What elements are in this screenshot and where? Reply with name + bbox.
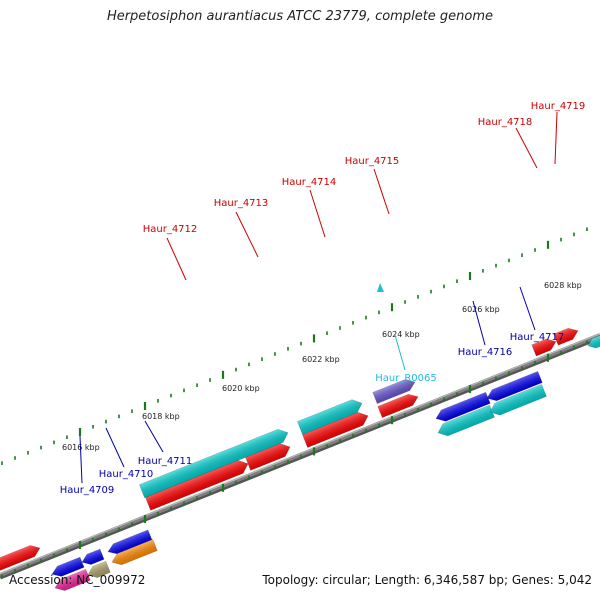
accession-text: Accession: NC_009972 — [9, 573, 146, 587]
haur-4712-label[interactable]: Haur_4712 — [143, 224, 198, 235]
haur-4719-label[interactable]: Haur_4719 — [531, 101, 586, 112]
haur-4714-leader — [309, 189, 326, 238]
gene-forward-unlabeled-b[interactable] — [377, 391, 420, 418]
gene-haur-4713[interactable] — [139, 426, 290, 499]
haur-4711-leader — [144, 420, 164, 453]
haur-4710-label[interactable]: Haur_4710 — [99, 469, 154, 480]
scale-tick-label: 6018 kbp — [142, 412, 180, 421]
haur-4715-label[interactable]: Haur_4715 — [345, 156, 400, 167]
gene-forward-unlabeled-left[interactable] — [0, 542, 42, 571]
scale-tick-label: 6026 kbp — [462, 305, 500, 314]
haur-4712-leader — [166, 237, 187, 281]
haur-4716-label[interactable]: Haur_4716 — [458, 347, 513, 358]
gene-reverse-blue-d[interactable] — [434, 391, 491, 424]
gene-haur-4719[interactable] — [553, 325, 580, 346]
gene-reverse-blue-b[interactable] — [80, 548, 105, 567]
gene-haur-4717[interactable] — [488, 383, 547, 418]
scale-tick-label: 6020 kbp — [222, 384, 260, 393]
scale-tick-label: 6022 kbp — [302, 355, 340, 364]
haur-4718-leader — [515, 127, 538, 169]
gene-haur-4715[interactable] — [372, 376, 417, 404]
rna-marker[interactable] — [377, 283, 384, 292]
haur-4710-leader — [105, 427, 125, 468]
gene-reverse-blue-a[interactable] — [50, 556, 85, 579]
backbone-highlight — [0, 333, 600, 575]
haur-4715-leader — [373, 168, 390, 215]
backbone — [0, 333, 600, 577]
haur-4716-leader — [472, 300, 486, 346]
haur-4711-label[interactable]: Haur_4711 — [138, 456, 193, 467]
haur-4714-label[interactable]: Haur_4714 — [282, 177, 337, 188]
haur-4717-label[interactable]: Haur_4717 — [510, 332, 565, 343]
gene-haur-4710[interactable] — [86, 560, 111, 580]
haur-4709-leader — [79, 435, 83, 484]
gene-haur-4718[interactable] — [531, 336, 558, 357]
haur-r0065-label[interactable]: Haur_R0065 — [375, 373, 437, 384]
gene-reverse-blue-e[interactable] — [485, 371, 543, 403]
gene-reverse-unlabeled-edge[interactable] — [586, 333, 600, 350]
map-title: Herpetosiphon aurantiacus ATCC 23779, co… — [106, 9, 494, 24]
haur-4719-leader — [554, 111, 558, 165]
haur-r0065-leader — [394, 334, 406, 371]
scale-tick-label: 6028 kbp — [544, 281, 582, 290]
genome-stats-text: Topology: circular; Length: 6,346,587 bp… — [262, 573, 592, 587]
haur-4709-label[interactable]: Haur_4709 — [60, 485, 115, 496]
haur-4717-leader — [519, 286, 536, 331]
gene-forward-unlabeled-c[interactable] — [297, 397, 364, 435]
scale-tick-label: 6024 kbp — [382, 330, 420, 339]
gene-haur-4711[interactable] — [110, 539, 158, 567]
gene-haur-4716[interactable] — [436, 404, 495, 439]
haur-4713-leader — [235, 211, 259, 258]
haur-4713-label[interactable]: Haur_4713 — [214, 198, 269, 209]
haur-4718-label[interactable]: Haur_4718 — [478, 117, 533, 128]
gene-haur-4709[interactable] — [53, 568, 91, 593]
